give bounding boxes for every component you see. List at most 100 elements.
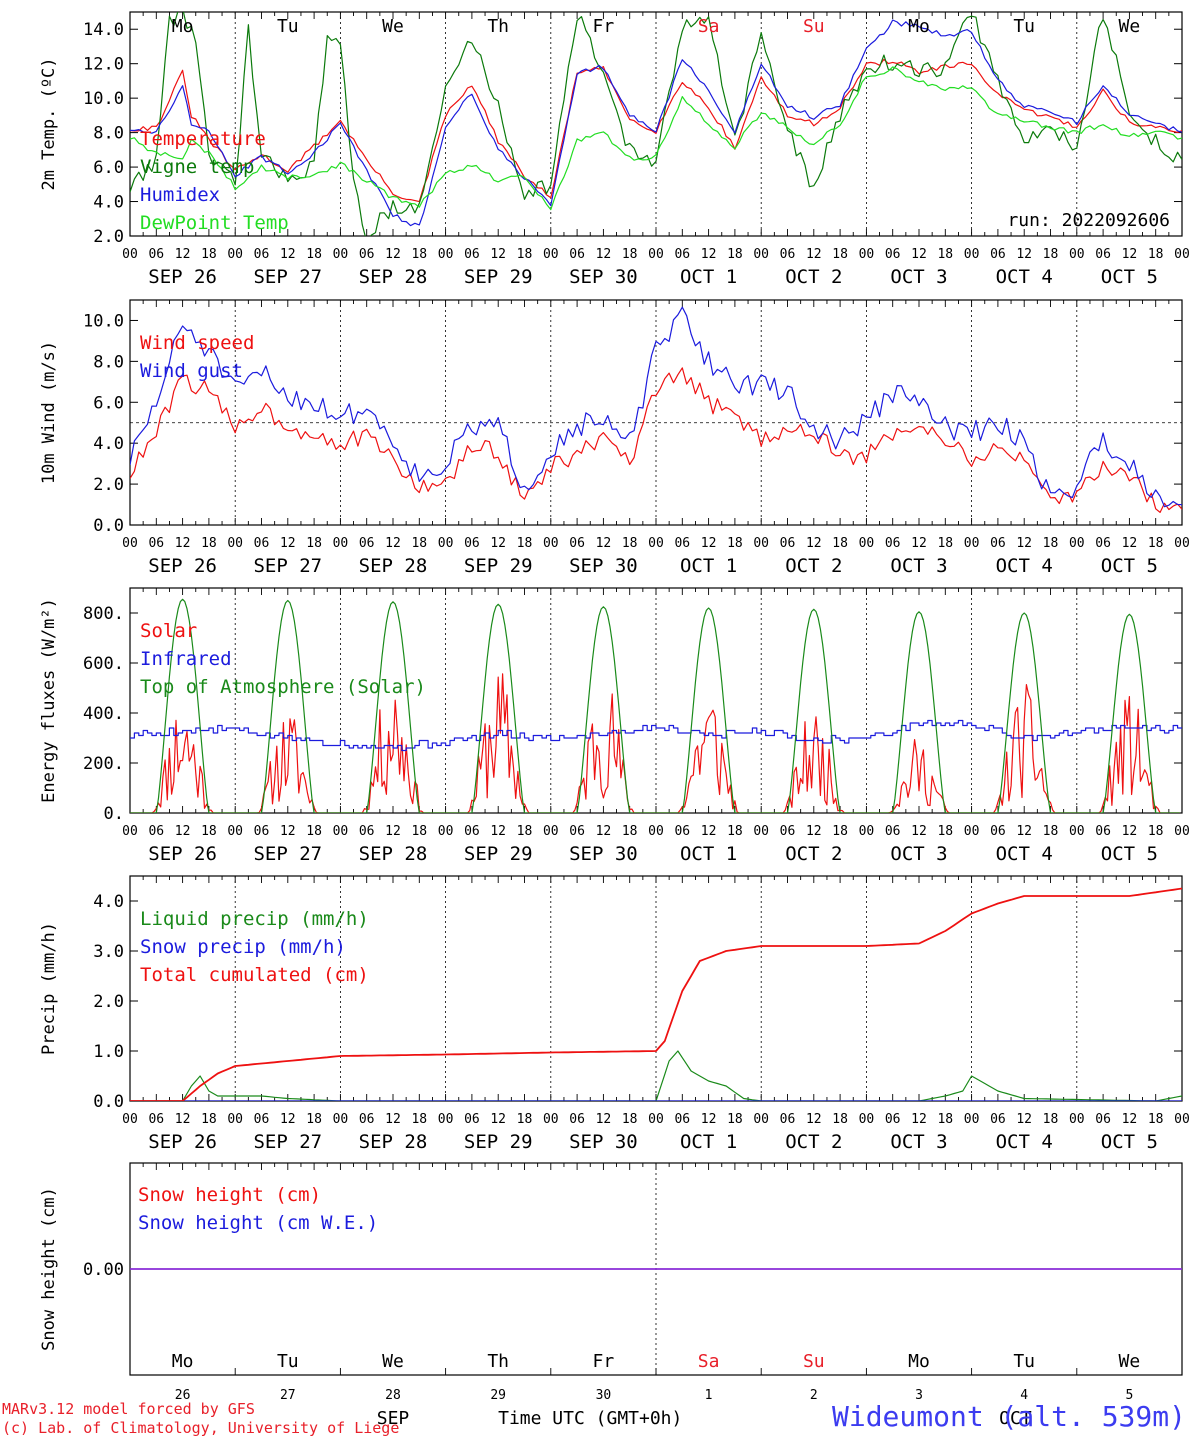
station-title: Wideumont (alt. 539m) — [831, 1400, 1186, 1433]
energy-hour-label: 00 — [122, 824, 138, 839]
wind-hour-label: 12 — [806, 536, 822, 551]
wind-hour-label: 00 — [333, 536, 349, 551]
temp-hour-label: 18 — [832, 247, 848, 262]
precip-hour-label: 00 — [964, 1112, 980, 1127]
wind-date-label: OCT 3 — [890, 555, 947, 577]
energy-date-label: OCT 5 — [1101, 843, 1158, 865]
credit-line-2: (c) Lab. of Climatology, University of L… — [2, 1419, 400, 1437]
energy-hour-label: 12 — [385, 824, 401, 839]
snow-weekday-label: Fr — [593, 1351, 615, 1372]
snow-weekday-label: Th — [487, 1351, 509, 1372]
precip-hour-label: 00 — [227, 1112, 243, 1127]
temp-ytick-label: 8.0 — [93, 124, 124, 144]
precip-hour-label: 00 — [1069, 1112, 1085, 1127]
energy-hour-label: 00 — [543, 824, 559, 839]
snow-day-number: 29 — [490, 1388, 506, 1403]
temp-date-label: OCT 5 — [1101, 266, 1158, 288]
energy-hour-label: 00 — [859, 824, 875, 839]
temp-date-label: OCT 2 — [785, 266, 842, 288]
temp-ytick-label: 10.0 — [83, 89, 124, 109]
wind-ytick-label: 6.0 — [93, 393, 124, 413]
temp-hour-label: 12 — [596, 247, 612, 262]
wind-hour-label: 00 — [859, 536, 875, 551]
energy-hour-label: 00 — [227, 824, 243, 839]
energy-hour-label: 18 — [1148, 824, 1164, 839]
energy-series-top-of-atmosphere-solar — [130, 598, 1180, 813]
temp-legend-2: Humidex — [140, 184, 220, 206]
wind-hour-label: 12 — [1016, 536, 1032, 551]
temp-date-label: OCT 4 — [996, 266, 1053, 288]
snow-legend-0: Snow height (cm) — [138, 1184, 321, 1206]
temp-series-dewpoint-temp — [130, 66, 1182, 211]
wind-ytick-label: 2.0 — [93, 475, 124, 495]
precip-ylabel: Precip (mm/h) — [39, 922, 59, 1055]
energy-hour-label: 18 — [832, 824, 848, 839]
precip-hour-label: 00 — [438, 1112, 454, 1127]
energy-hour-label: 00 — [333, 824, 349, 839]
precip-hour-label: 06 — [148, 1112, 164, 1127]
energy-hour-label: 18 — [1043, 824, 1059, 839]
temp-hour-label: 12 — [490, 247, 506, 262]
temp-date-label: SEP 26 — [148, 266, 217, 288]
energy-hour-label: 18 — [411, 824, 427, 839]
temp-hour-label: 00 — [648, 247, 664, 262]
precip-hour-label: 12 — [280, 1112, 296, 1127]
energy-hour-label: 06 — [359, 824, 375, 839]
wind-hour-label: 00 — [1174, 536, 1190, 551]
energy-date-label: OCT 2 — [785, 843, 842, 865]
temp-series-humidex — [130, 19, 1182, 227]
precip-hour-label: 00 — [648, 1112, 664, 1127]
wind-series-wind-gust — [130, 306, 1182, 508]
wind-legend-1: Wind gust — [140, 360, 243, 382]
energy-hour-label: 06 — [464, 824, 480, 839]
temp-series-group — [130, 12, 1182, 236]
temp-ytick-label: 6.0 — [93, 158, 124, 178]
temp-date-label: SEP 28 — [359, 266, 428, 288]
precip-hour-label: 12 — [596, 1112, 612, 1127]
energy-hour-label: 18 — [201, 824, 217, 839]
temp-weekday-label: We — [1119, 16, 1141, 37]
precip-hour-label: 06 — [780, 1112, 796, 1127]
wind-hour-label: 12 — [911, 536, 927, 551]
energy-hour-label: 12 — [1016, 824, 1032, 839]
wind-hour-label: 00 — [227, 536, 243, 551]
temp-weekday-label: Mo — [172, 16, 194, 37]
wind-hour-label: 00 — [543, 536, 559, 551]
wind-date-label: SEP 27 — [253, 555, 322, 577]
precip-hour-label: 06 — [674, 1112, 690, 1127]
energy-hour-label: 12 — [596, 824, 612, 839]
wind-hour-label: 12 — [175, 536, 191, 551]
precip-hour-label: 18 — [832, 1112, 848, 1127]
energy-hour-label: 06 — [780, 824, 796, 839]
snow-weekday-label: Tu — [277, 1351, 299, 1372]
precip-hour-label: 12 — [490, 1112, 506, 1127]
snow-day-number: 3 — [915, 1388, 923, 1403]
snow-day-number: 2 — [810, 1388, 818, 1403]
temp-hour-label: 00 — [753, 247, 769, 262]
wind-hour-label: 18 — [1148, 536, 1164, 551]
temp-hour-label: 00 — [543, 247, 559, 262]
wind-series-group — [130, 306, 1182, 514]
temp-hour-label: 18 — [937, 247, 953, 262]
temp-weekday-label: Tu — [277, 16, 299, 37]
wind-legend-0: Wind speed — [140, 332, 254, 354]
wind-hour-label: 00 — [122, 536, 138, 551]
energy-ytick-label: 0. — [104, 804, 124, 824]
temp-hour-label: 18 — [727, 247, 743, 262]
wind-hour-label: 06 — [674, 536, 690, 551]
precip-hour-label: 06 — [1095, 1112, 1111, 1127]
precip-hour-label: 06 — [464, 1112, 480, 1127]
temp-hour-label: 00 — [227, 247, 243, 262]
energy-hour-label: 00 — [648, 824, 664, 839]
energy-hour-label: 18 — [727, 824, 743, 839]
temp-date-label: SEP 29 — [464, 266, 533, 288]
precip-date-label: OCT 2 — [785, 1131, 842, 1153]
wind-date-label: OCT 4 — [996, 555, 1053, 577]
temp-weekday-label: Sa — [698, 16, 720, 37]
snow-day-number: 26 — [175, 1388, 191, 1403]
wind-ylabel: 10m Wind (m/s) — [39, 341, 59, 484]
precip-hour-label: 00 — [859, 1112, 875, 1127]
temp-ytick-label: 12.0 — [83, 55, 124, 75]
temp-hour-label: 18 — [411, 247, 427, 262]
temp-ytick-label: 4.0 — [93, 193, 124, 213]
